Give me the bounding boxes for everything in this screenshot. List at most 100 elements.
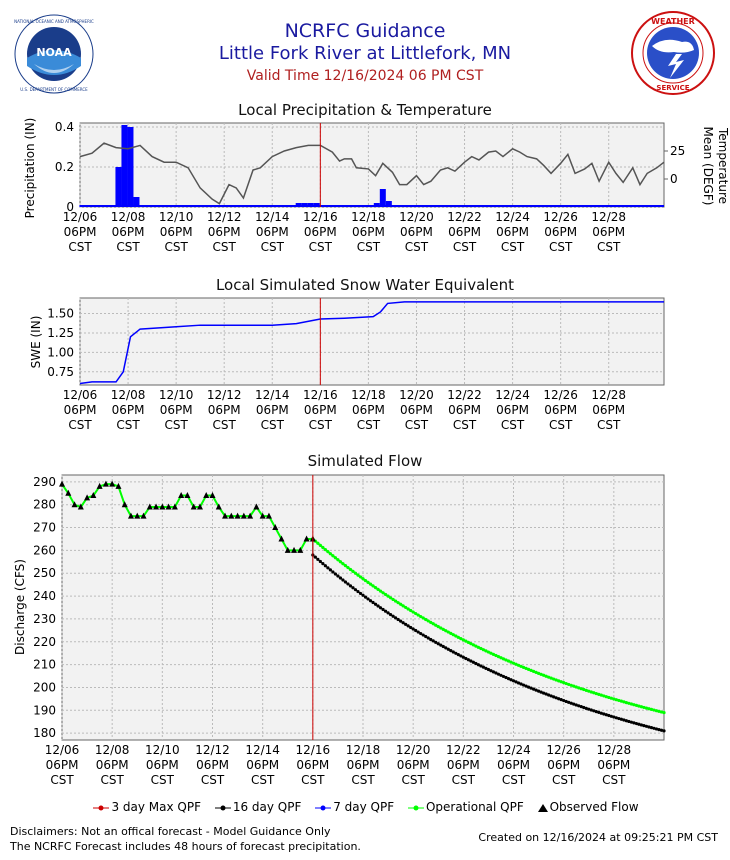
operational-point — [549, 676, 553, 680]
operational-point — [562, 681, 566, 685]
operational-point — [504, 658, 508, 662]
sixteen-day-point — [579, 705, 583, 709]
sixteen-day-point — [341, 578, 345, 582]
operational-point — [446, 630, 450, 634]
sixteen-day-point — [343, 580, 348, 584]
operational-point — [421, 616, 425, 620]
flow-y-tick-label: 190 — [33, 703, 56, 717]
swe-x-tick-label: 12/06 — [63, 388, 98, 402]
sixteen-day-point — [391, 614, 395, 618]
sixteen-day-point — [529, 686, 533, 690]
operational-point — [554, 678, 558, 682]
sixteen-day-point — [554, 696, 558, 700]
sixteen-day-point — [577, 704, 581, 708]
observed-point — [228, 512, 235, 519]
precip-bar — [307, 203, 314, 207]
operational-point — [401, 604, 405, 608]
swe-x-tick-label: 12/12 — [207, 388, 242, 402]
precip-x-tick-label: 06PM — [352, 225, 385, 239]
observed-point — [127, 512, 134, 519]
operational-point — [521, 665, 526, 669]
operational-point — [612, 697, 616, 701]
flow-x-tick-label: CST — [402, 773, 426, 787]
sixteen-day-point — [652, 726, 656, 730]
sixteen-day-point — [637, 722, 641, 726]
precip-x-tick-label: 06PM — [400, 225, 433, 239]
precip-x-tick-label: CST — [549, 240, 573, 254]
sixteen-day-point — [647, 725, 651, 729]
observed-point — [84, 494, 91, 501]
sixteen-day-point — [542, 691, 546, 695]
precip-bar — [373, 203, 380, 207]
sixteen-day-point — [649, 726, 654, 730]
sixteen-day-point — [602, 712, 606, 716]
operational-point — [461, 638, 465, 642]
precip-bar — [169, 205, 176, 207]
swe-x-tick-label: 06PM — [400, 403, 433, 417]
precip-bar — [157, 205, 164, 207]
sixteen-day-point — [464, 656, 468, 661]
precip-bar — [151, 205, 158, 207]
operational-point — [652, 708, 656, 712]
sixteen-day-point — [313, 555, 317, 559]
operational-point — [404, 605, 408, 610]
legend-observed: Observed Flow — [536, 800, 639, 814]
operational-point — [419, 614, 423, 619]
swe-chart: SWE (IN) 12/0606PMCST12/0806PMCST12/1006… — [29, 297, 665, 432]
observed-point — [203, 492, 210, 499]
swe-x-tick-label: CST — [309, 418, 333, 432]
sixteen-day-point — [434, 640, 438, 644]
operational-point — [649, 707, 654, 712]
precip-x-tick-label: CST — [261, 240, 285, 254]
sixteen-day-point — [451, 650, 455, 654]
operational-point — [494, 653, 498, 658]
sixteen-day-point — [399, 619, 403, 623]
operational-point — [343, 564, 348, 568]
operational-point — [378, 589, 383, 593]
observed-point — [71, 501, 78, 508]
operational-point — [619, 699, 623, 703]
precip-x-tick-label: 12/28 — [591, 210, 626, 224]
operational-point — [552, 677, 556, 681]
observed-point — [303, 535, 310, 542]
valid-time: Valid Time 12/16/2024 06 PM CST — [246, 68, 484, 84]
sixteen-day-point — [439, 643, 443, 647]
sixteen-day-point — [592, 709, 596, 713]
swe-y-tick-label: 0.75 — [47, 365, 74, 379]
operational-point — [373, 586, 378, 590]
operational-point — [371, 584, 375, 588]
sixteen-day-point — [506, 677, 511, 681]
sixteen-day-point — [597, 710, 601, 715]
sixteen-day-point — [619, 717, 623, 721]
sixteen-day-point — [584, 706, 588, 710]
sixteen-day-point — [572, 702, 576, 706]
swe-x-tick-label: CST — [453, 418, 477, 432]
operational-point — [331, 554, 335, 558]
svg-text:WEATHER: WEATHER — [651, 17, 695, 26]
operational-point — [394, 599, 398, 603]
operational-point — [511, 661, 516, 665]
flow-x-tick-label: 12/26 — [546, 743, 581, 757]
sixteen-day-point — [531, 687, 536, 691]
swe-x-tick-label: 06PM — [112, 403, 145, 417]
operational-point — [602, 694, 606, 698]
sixteen-day-point — [604, 713, 608, 717]
sixteen-day-point — [383, 609, 388, 613]
sixteen-day-point — [536, 689, 541, 693]
flow-x-tick-label: 12/12 — [195, 743, 230, 757]
flow-x-tick-label: CST — [301, 773, 325, 787]
observed-point — [165, 503, 172, 510]
operational-point — [567, 682, 571, 687]
operational-point — [353, 571, 358, 575]
operational-point — [333, 556, 338, 560]
flow-x-tick-label: 06PM — [547, 758, 580, 772]
swe-x-tick-label: CST — [501, 418, 525, 432]
observed-point — [90, 492, 97, 499]
operational-point — [572, 684, 576, 688]
flow-x-tick-label: CST — [452, 773, 476, 787]
flow-x-tick-label: CST — [502, 773, 526, 787]
operational-point — [451, 633, 455, 637]
flow-y-tick-label: 280 — [33, 498, 56, 512]
swe-x-tick-label: 06PM — [64, 403, 97, 417]
operational-point — [479, 646, 483, 651]
